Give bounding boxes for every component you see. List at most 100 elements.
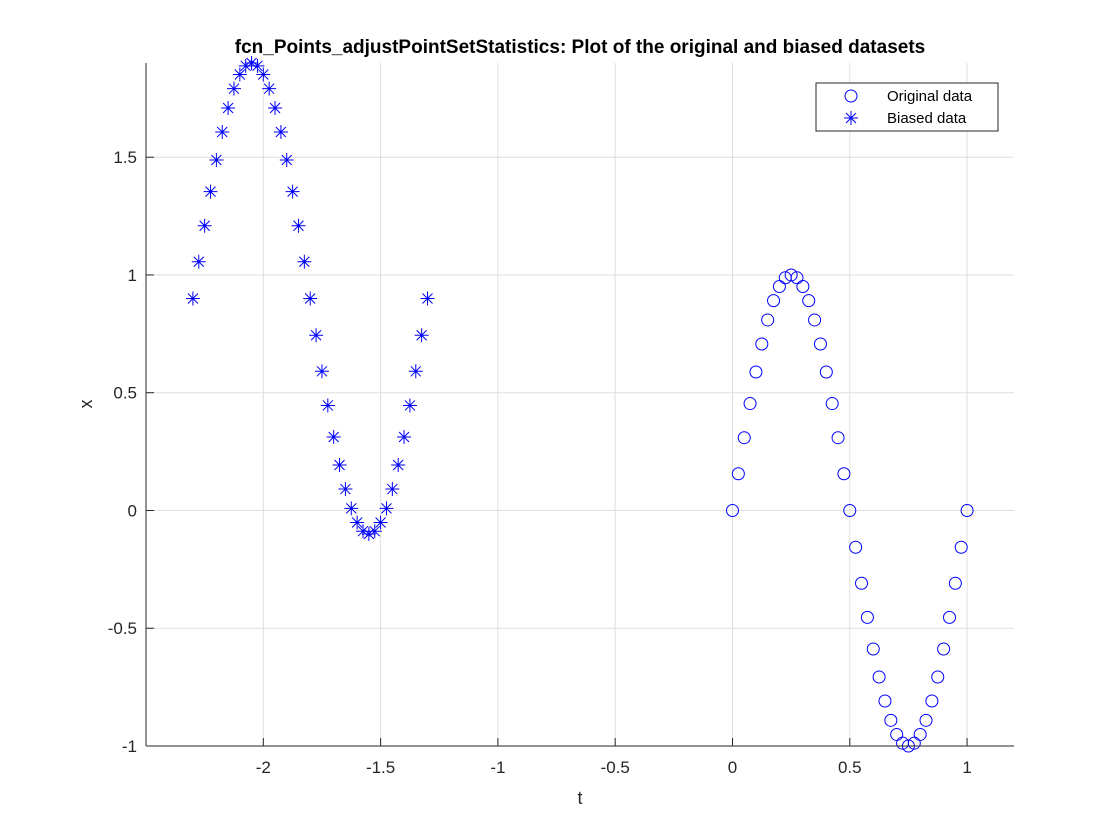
x-tick-label: -1.5 <box>366 758 395 777</box>
series-asterisk <box>185 56 435 542</box>
data-point-asterisk <box>391 458 406 473</box>
data-point-asterisk <box>215 125 230 140</box>
legend-item-biased: Biased data <box>844 110 967 127</box>
data-point-circle <box>767 294 781 308</box>
data-point-circle <box>884 713 898 727</box>
data-point-circle <box>849 540 863 554</box>
data-point-circle <box>761 313 775 327</box>
data-point-asterisk <box>285 184 300 199</box>
y-tick-label: 0.5 <box>113 384 137 403</box>
data-point-asterisk <box>350 515 365 530</box>
legend-label-biased: Biased data <box>887 110 967 127</box>
data-point-asterisk <box>268 100 283 115</box>
circle-marker-icon <box>844 89 858 103</box>
data-point-circle <box>755 337 769 351</box>
data-point-asterisk <box>279 153 294 168</box>
data-point-asterisk <box>185 291 200 306</box>
data-point-asterisk <box>379 501 394 516</box>
data-point-asterisk <box>367 524 382 539</box>
data-point-asterisk <box>314 364 329 379</box>
data-point-circle <box>808 313 822 327</box>
axes-background <box>146 63 1014 746</box>
data-point-circle <box>960 503 974 517</box>
data-point-circle <box>825 397 839 411</box>
data-point-circle <box>913 727 927 741</box>
data-point-asterisk <box>402 398 417 413</box>
x-tick-label: -1 <box>490 758 505 777</box>
data-point-asterisk <box>209 153 224 168</box>
data-point-circle <box>860 610 874 624</box>
data-point-circle <box>866 642 880 656</box>
data-point-circle <box>937 642 951 656</box>
data-point-asterisk <box>297 254 312 269</box>
x-tick-label: -2 <box>256 758 271 777</box>
data-point-circle <box>743 397 757 411</box>
plot-area: -2 -1.5 -1 -0.5 0 0.5 1 -1 -0.5 0 0.5 1 1.5 <box>108 56 1014 777</box>
series-circle <box>725 268 974 753</box>
data-point-circle <box>802 294 816 308</box>
data-series <box>185 56 974 753</box>
data-point-asterisk <box>332 458 347 473</box>
data-point-asterisk <box>361 527 376 542</box>
chart-title: fcn_Points_adjustPointSetStatistics: Plo… <box>235 37 925 58</box>
data-point-asterisk <box>420 291 435 306</box>
data-point-asterisk <box>203 184 218 199</box>
x-tick-label: 0.5 <box>838 758 862 777</box>
y-tick-label: -1 <box>122 737 137 756</box>
y-tick-label: 0 <box>128 501 137 520</box>
data-point-asterisk <box>256 67 271 82</box>
data-point-asterisk <box>414 328 429 343</box>
y-tick-label: 1.5 <box>113 148 137 167</box>
data-point-asterisk <box>373 515 388 530</box>
data-point-asterisk <box>344 501 359 516</box>
data-point-circle <box>737 431 751 445</box>
data-point-asterisk <box>221 100 236 115</box>
axes-lines <box>145 63 1014 747</box>
y-axis-label: x <box>76 400 96 409</box>
data-point-asterisk <box>385 482 400 497</box>
data-point-asterisk <box>309 328 324 343</box>
axis-ticks: -2 -1.5 -1 -0.5 0 0.5 1 -1 -0.5 0 0.5 1 1.5 <box>108 148 972 777</box>
x-axis-label: t <box>577 788 582 808</box>
data-point-asterisk <box>191 254 206 269</box>
data-point-circle <box>872 670 886 684</box>
data-point-asterisk <box>262 81 277 96</box>
data-point-circle <box>819 365 833 379</box>
legend-item-original: Original data <box>844 88 973 105</box>
data-point-asterisk <box>232 67 247 82</box>
data-point-circle <box>948 576 962 590</box>
data-point-asterisk <box>356 524 370 539</box>
data-point-asterisk <box>244 56 259 70</box>
data-point-asterisk <box>303 291 318 306</box>
data-point-asterisk <box>250 58 265 73</box>
data-point-asterisk <box>238 58 253 73</box>
x-tick-label: 1 <box>962 758 971 777</box>
data-point-circle <box>796 280 810 294</box>
data-point-circle <box>925 694 939 708</box>
data-point-asterisk <box>197 218 212 233</box>
data-point-asterisk <box>226 81 241 96</box>
data-point-asterisk <box>291 218 306 233</box>
data-point-circle <box>831 431 845 445</box>
legend: Original data Biased data <box>815 82 999 132</box>
data-point-circle <box>942 610 956 624</box>
data-point-circle <box>784 268 798 282</box>
x-tick-label: -0.5 <box>601 758 630 777</box>
y-tick-label: -0.5 <box>108 619 137 638</box>
data-point-circle <box>837 467 851 481</box>
legend-label-original: Original data <box>887 88 973 105</box>
data-point-asterisk <box>320 398 335 413</box>
data-point-circle <box>813 337 827 351</box>
data-point-circle <box>954 540 968 554</box>
asterisk-marker-icon <box>844 111 858 125</box>
data-point-circle <box>843 503 857 517</box>
y-tick-label: 1 <box>128 266 137 285</box>
data-point-circle <box>731 467 745 481</box>
data-point-asterisk <box>273 125 288 140</box>
data-point-circle <box>855 576 869 590</box>
data-point-asterisk <box>408 364 423 379</box>
data-point-circle <box>878 694 892 708</box>
data-point-asterisk <box>326 430 341 445</box>
data-point-asterisk <box>397 430 412 445</box>
